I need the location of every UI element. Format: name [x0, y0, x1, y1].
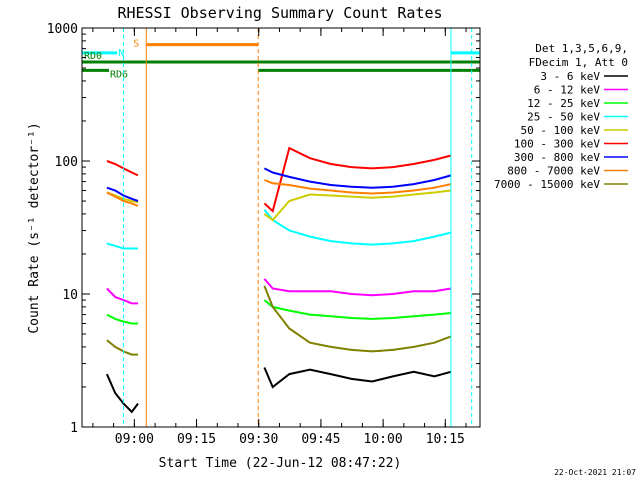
- legend-entry-label: 3 - 6 keV: [540, 70, 600, 83]
- flag-label-rd0: RD0: [84, 51, 102, 62]
- legend-entry-label: 25 - 50 keV: [527, 111, 600, 124]
- flag-label-rd6: RD6: [110, 69, 128, 80]
- flag-bars: NS RD0 RD6: [82, 39, 480, 80]
- x-tick-label: 09:45: [301, 432, 340, 447]
- vertical-markers: [122, 28, 473, 427]
- x-tick-label: 10:00: [364, 432, 403, 447]
- legend-entry-label: 100 - 300 keV: [514, 138, 600, 151]
- legend-entry-label: 6 - 12 keV: [534, 84, 601, 97]
- series-line-8-1: [263, 285, 452, 353]
- x-tick-label: 09:30: [239, 432, 278, 447]
- y-tick-label: 100: [55, 155, 78, 170]
- series-line-2-0: [106, 313, 138, 325]
- axes: 09:00 09:15 09:30 09:45 10:00 10:15 1 10 100 1000: [47, 22, 480, 447]
- series-line-7-1: [264, 179, 452, 195]
- x-tick-label: 10:15: [426, 432, 465, 447]
- series-line-6-1: [263, 167, 452, 189]
- series-line-4-1: [263, 189, 452, 222]
- legend: Det 1,3,5,6,9,FDecim 1, Att 03 - 6 keV6 …: [494, 42, 628, 191]
- legend-entry-label: 12 - 25 keV: [527, 97, 600, 110]
- legend-entry-label: 300 - 800 keV: [514, 151, 600, 164]
- series-line-3-1: [263, 209, 452, 246]
- legend-entry-label: 7000 - 15000 keV: [494, 178, 600, 191]
- legend-header-line: FDecim 1, Att 0: [529, 56, 628, 69]
- flag-label-n: N: [118, 48, 124, 59]
- x-tick-label: 09:15: [177, 432, 216, 447]
- y-tick-label: 1: [70, 421, 78, 436]
- series-line-5-1: [263, 146, 452, 213]
- y-axis-label: Count Rate (s⁻¹ detector⁻¹): [27, 122, 42, 333]
- flag-label-s: S: [133, 39, 139, 50]
- plot-frame: [81, 27, 481, 428]
- series-line-7-0: [106, 191, 139, 207]
- x-tick-label: 09:00: [115, 432, 154, 447]
- legend-entry-label: 800 - 7000 keV: [507, 165, 600, 178]
- timestamp: 22-Oct-2021 21:07: [554, 468, 636, 477]
- legend-entry-label: 50 - 100 keV: [521, 124, 601, 137]
- series-line-1-0: [106, 287, 138, 305]
- series-line-6-0: [106, 186, 139, 202]
- y-tick-label: 1000: [47, 22, 78, 37]
- series-line-0-0: [105, 373, 139, 414]
- series-line-0-1: [263, 367, 452, 389]
- chart-title: RHESSI Observing Summary Count Rates: [117, 4, 442, 22]
- x-axis-label: Start Time (22-Jun-12 08:47:22): [159, 456, 402, 471]
- series-line-2-1: [263, 299, 452, 320]
- y-tick-label: 10: [62, 288, 78, 303]
- series-line-1-1: [263, 278, 452, 297]
- legend-header-line: Det 1,3,5,6,9,: [535, 42, 628, 55]
